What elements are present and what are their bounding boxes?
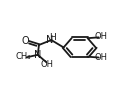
Text: N: N [34, 50, 41, 60]
Text: CH₃: CH₃ [15, 52, 31, 61]
Text: OH: OH [95, 53, 108, 62]
Text: O: O [22, 36, 30, 46]
Text: N: N [46, 35, 54, 45]
Text: H: H [49, 33, 56, 42]
Text: OH: OH [40, 60, 53, 69]
Text: OH: OH [95, 32, 108, 41]
